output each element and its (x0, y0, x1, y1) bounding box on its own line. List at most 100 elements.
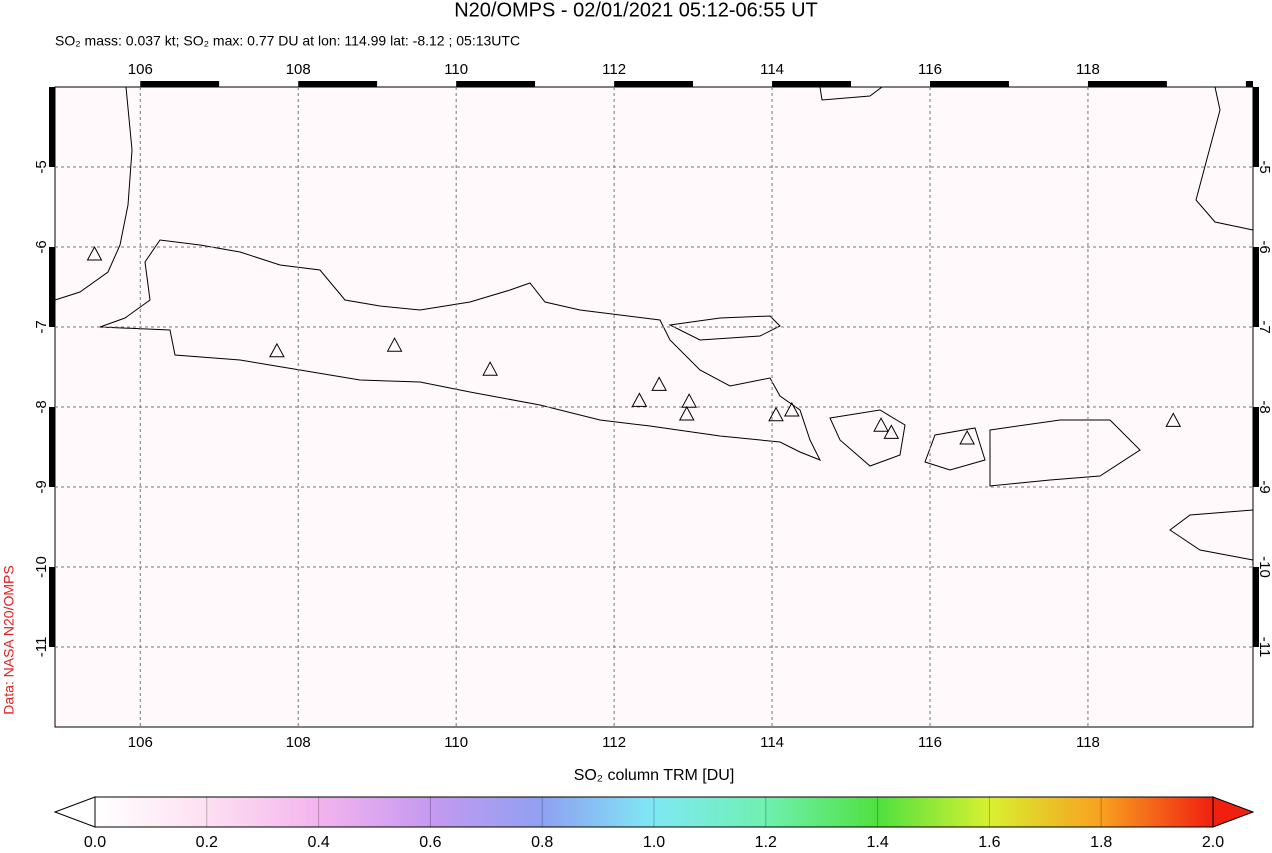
frame-segment (49, 327, 55, 407)
coastlines (54, 86, 1254, 561)
frame-segment (1253, 247, 1259, 327)
volcano-marker (631, 392, 648, 407)
frame-segment (851, 81, 931, 87)
x-tick-label: 106 (128, 61, 153, 78)
flores-coast (1169, 509, 1254, 561)
y-tick-label: -5 (33, 160, 50, 173)
colorbar-under (53, 796, 96, 828)
lombok-coast (924, 427, 986, 471)
volcano-marker (1165, 412, 1182, 427)
x-tick-label: 108 (286, 61, 311, 78)
frame-segment (930, 81, 1009, 87)
frame-segment (49, 647, 55, 727)
frame-segment (614, 81, 694, 87)
y-tick-label: -8 (1256, 400, 1272, 413)
colorbar-tick-label: 1.4 (866, 834, 888, 851)
java-coast (99, 239, 822, 461)
x-tick-label: 112 (602, 61, 626, 78)
frame-segment (49, 487, 55, 567)
x-tick-label: 116 (918, 61, 942, 78)
x-tick-label: 106 (128, 734, 153, 751)
frame-segment (1253, 647, 1259, 727)
y-tick-label: -11 (33, 637, 50, 658)
frame-segment (49, 167, 55, 247)
x-tick-label: 110 (444, 61, 468, 78)
subtitle: SO₂ mass: 0.037 kt; SO₂ max: 0.77 DU at … (55, 33, 520, 49)
colorbar-over (1212, 796, 1255, 828)
y-tick-label: -6 (1256, 240, 1272, 253)
colorbar (53, 796, 1255, 828)
y-tick-label: -9 (1256, 480, 1272, 493)
title: N20/OMPS - 02/01/2021 05:12-06:55 UT (454, 0, 818, 21)
frame-segment (1087, 81, 1167, 87)
colorbar-tick-label: 1.6 (978, 834, 1000, 851)
y-tick-label: -7 (33, 320, 50, 333)
frame-segment (61, 81, 141, 87)
data-source: Data: NASA N20/OMPS (1, 565, 17, 714)
frame-segment (1253, 327, 1259, 407)
madura-coast (668, 315, 781, 341)
colorbar-tick-label: 1.2 (755, 834, 777, 851)
bali-coast (829, 409, 906, 467)
x-tick-label: 116 (918, 734, 942, 751)
y-tick-label: -10 (33, 556, 50, 578)
colorbar-tick-label: 0.8 (531, 834, 553, 851)
y-tick-label: -7 (1256, 320, 1272, 333)
borneo-coast (819, 86, 883, 101)
y-tick-label: -8 (33, 400, 50, 413)
sumatra-coast (54, 86, 133, 301)
frame-segment (1253, 407, 1259, 487)
volcano-marker (768, 406, 784, 422)
frame-segment (219, 81, 299, 87)
volcano-marker (883, 424, 900, 439)
frame-segment (49, 567, 55, 647)
volcano-marker (386, 337, 403, 352)
frame-segment (1245, 81, 1253, 87)
frame-segment (140, 81, 220, 87)
colorbar-tick-label: 1.0 (643, 834, 665, 851)
x-tick-label: 114 (760, 61, 784, 78)
frame-segment (49, 247, 55, 327)
volcano-marker (681, 393, 697, 408)
frame-segment (772, 81, 852, 87)
frame-segment (1253, 567, 1259, 647)
map-area (55, 87, 1253, 727)
volcano-marker (269, 342, 285, 358)
frame-segment (1253, 87, 1259, 167)
frame-segment (1166, 81, 1246, 87)
volcano-marker (873, 417, 889, 432)
colorbar-tick-label: 0.0 (84, 834, 106, 851)
volcano-marker (678, 405, 695, 421)
frame-segment (456, 81, 536, 87)
y-tick-label: -5 (1256, 160, 1272, 173)
colorbar-tick-label: 2.0 (1202, 834, 1224, 851)
frame-segment (1253, 487, 1259, 567)
x-tick-label: 118 (1076, 734, 1100, 751)
frame-segment (1008, 81, 1088, 87)
x-tick-label: 114 (760, 734, 784, 751)
colorbar-tick-label: 1.8 (1090, 834, 1112, 851)
colorbar-label: SO₂ column TRM [DU] (574, 767, 735, 784)
frame-segment (693, 81, 773, 87)
colorbar-tick-label: 0.4 (307, 834, 329, 851)
x-tick-label: 108 (286, 734, 311, 751)
volcano-marker (86, 245, 103, 261)
colorbar-tick-label: 0.2 (196, 834, 218, 851)
y-tick-label: -10 (1256, 556, 1272, 578)
x-tick-label: 110 (444, 734, 468, 751)
sulawesi-coast (1195, 86, 1254, 231)
volcano-marker (959, 429, 975, 445)
sumbawa-coast (989, 419, 1141, 487)
frame-segment (49, 407, 55, 487)
volcano-marker (482, 361, 498, 376)
y-tick-label: -11 (1256, 637, 1272, 658)
y-tick-label: -9 (33, 480, 50, 493)
x-tick-label: 118 (1076, 61, 1100, 78)
x-tick-label: 112 (602, 734, 626, 751)
y-tick-label: -6 (33, 240, 50, 253)
colorbar-tick-label: 0.6 (419, 834, 441, 851)
frame-segment (535, 81, 615, 87)
volcano-marker (651, 376, 667, 391)
frame-segment (49, 87, 55, 167)
